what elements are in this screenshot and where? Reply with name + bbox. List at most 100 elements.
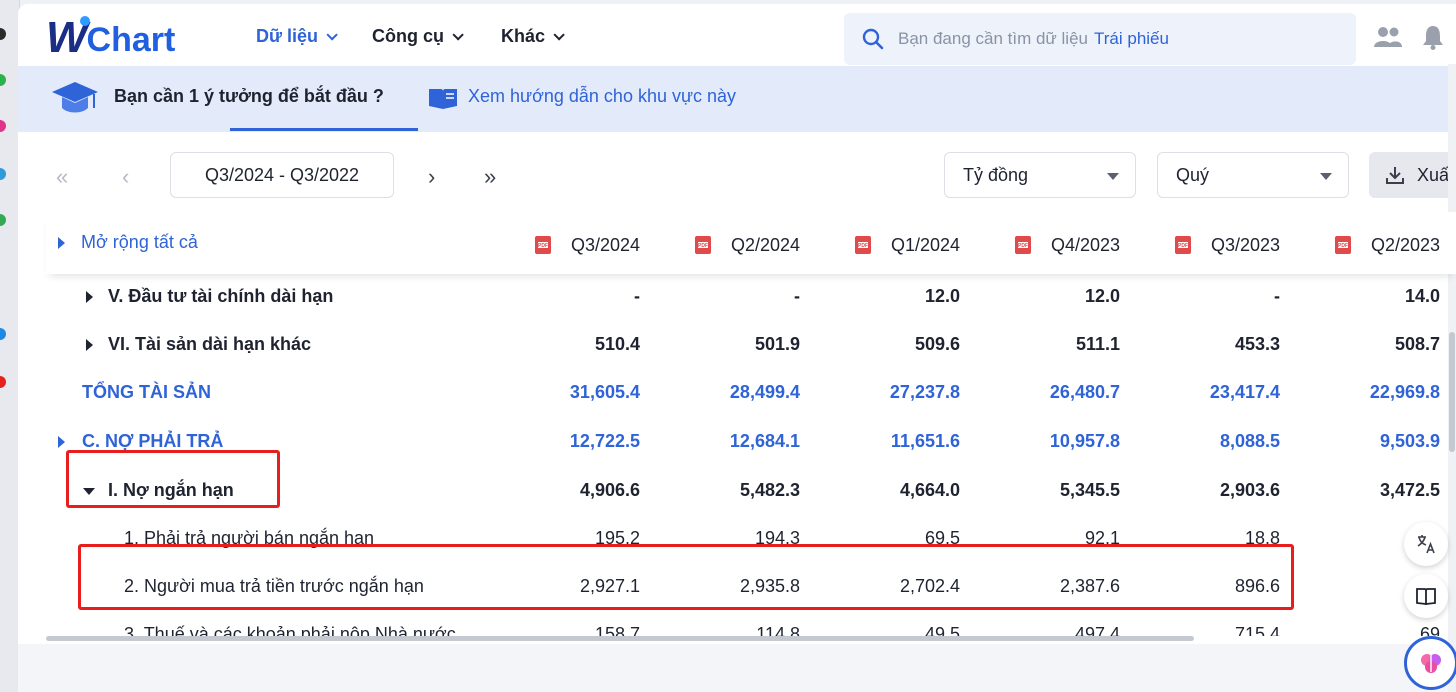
column-header[interactable]: PDF Q3/2023 [1140, 232, 1280, 258]
row-value: 12,722.5 [569, 431, 640, 451]
dock-app-icon[interactable] [0, 168, 6, 180]
pdf-icon[interactable]: PDF [1173, 235, 1193, 255]
reader-book-icon[interactable] [1404, 574, 1448, 618]
table-row[interactable]: VI. Tài sản dài hạn khác 510.4 501.9 509.6 5… [46, 322, 1456, 370]
row-label: VI. Tài sản dài hạn khác [108, 334, 312, 354]
export-button[interactable]: Xuất [1369, 152, 1456, 198]
row-label: 2. Người mua trả tiền trước ngắn hạn [124, 576, 424, 596]
row-label: 3. Thuế và các khoản phải nộp Nhà nước [124, 624, 456, 636]
horizontal-scrollbar[interactable] [46, 636, 1194, 641]
caret-down-icon [1107, 173, 1119, 180]
period-range-label: Q3/2024 - Q3/2022 [204, 164, 360, 185]
highlight-box-advances-from-customers [78, 544, 1294, 610]
row-value: 22,969.8 [1369, 382, 1440, 402]
svg-text:PDF: PDF [1338, 243, 1348, 249]
column-header-label: Q3/2024 [570, 234, 640, 255]
row-value: - [794, 286, 800, 306]
row-value: 5,482.3 [739, 480, 800, 500]
row-value: 92.1 [1084, 528, 1120, 548]
pdf-icon[interactable]: PDF [853, 235, 873, 255]
period-range-picker[interactable]: Q3/2024 - Q3/2022 [170, 152, 394, 198]
pdf-icon[interactable]: PDF [533, 235, 553, 255]
pdf-icon[interactable]: PDF [693, 235, 713, 255]
dock-app-icon[interactable] [0, 74, 6, 86]
guide-link[interactable]: Xem hướng dẫn cho khu vực này [468, 86, 737, 106]
column-header[interactable]: PDF Q2/2023 [1300, 232, 1440, 258]
nav-cong-cu[interactable]: Công cụ [372, 26, 464, 47]
column-header-label: Q1/2024 [890, 234, 960, 255]
users-icon[interactable] [1374, 26, 1402, 53]
row-value: 194.3 [754, 528, 800, 548]
row-value: 9,503.9 [1379, 431, 1440, 451]
row-value: 8,088.5 [1219, 431, 1280, 451]
row-value: 12.0 [924, 286, 960, 306]
row-value: 508.7 [1394, 334, 1440, 354]
column-header[interactable]: PDF Q2/2024 [660, 232, 800, 258]
row-label: 1. Phải trả người bán ngắn hạn [124, 528, 375, 548]
pdf-icon[interactable]: PDF [1013, 235, 1033, 255]
caret-right-icon [58, 236, 65, 249]
caret-down-icon[interactable] [83, 488, 95, 495]
svg-text:PDF: PDF [538, 243, 548, 249]
translate-icon[interactable] [1404, 522, 1448, 566]
column-header[interactable]: PDF Q1/2024 [820, 232, 960, 258]
first-page-icon[interactable]: « [56, 164, 69, 189]
nav-khac[interactable]: Khác [501, 26, 565, 47]
scrollbar-thumb[interactable] [1449, 332, 1455, 452]
row-value: 715.4 [1234, 624, 1280, 636]
caret-right-icon[interactable] [86, 339, 93, 351]
idea-prompt[interactable]: Bạn cần 1 ý tưởng để bắt đầu ? [114, 86, 384, 106]
caret-right-icon[interactable] [86, 291, 93, 303]
row-value: 69.5 [924, 528, 960, 548]
balance-sheet-table: V. Đầu tư tài chính dài hạn - - 12.0 12.0 - 14… [46, 274, 1456, 636]
dock-app-icon[interactable] [0, 120, 6, 132]
svg-text:PDF: PDF [1018, 243, 1028, 249]
graduation-cap-icon [50, 78, 100, 123]
row-value: 31,605.4 [569, 382, 640, 402]
table-row: TỔNG TÀI SẢN 31,605.4 28,499.4 27,237.8 26,4… [46, 370, 1456, 418]
dock-app-icon[interactable] [0, 28, 6, 40]
row-label: V. Đầu tư tài chính dài hạn [108, 286, 334, 306]
row-value: 27,237.8 [889, 382, 960, 402]
search-input[interactable]: Bạn đang cần tìm dữ liệu Trái phiếu [844, 13, 1356, 65]
row-value: 158.7 [594, 624, 640, 636]
caret-right-icon[interactable] [58, 436, 65, 448]
wichart-logo[interactable]: W Chart [46, 16, 175, 60]
row-label: C. NỢ PHẢI TRẢ [82, 431, 224, 451]
unit-select[interactable]: Tỷ đồng [944, 152, 1136, 198]
active-tab-underline [230, 128, 418, 131]
last-page-icon[interactable]: » [484, 164, 497, 189]
row-value: - [634, 286, 640, 306]
download-icon [1386, 167, 1404, 184]
table-header: Mở rộng tất cả PDF Q3/2024 PDF Q2/2024 PDF Q1… [46, 212, 1456, 274]
chevron-down-icon [326, 28, 338, 41]
bell-icon[interactable] [1422, 24, 1444, 55]
search-placeholder: Bạn đang cần tìm dữ liệu [898, 29, 1088, 48]
previous-page-icon[interactable]: ‹ [122, 164, 130, 189]
ai-assistant-icon[interactable] [1404, 636, 1456, 690]
table-row[interactable]: I. Nợ ngắn hạn 4,906.6 5,482.3 4,664.0 5,345… [46, 468, 1456, 516]
os-dock [0, 0, 20, 692]
row-value: 501.9 [754, 334, 800, 354]
table-row[interactable]: C. NỢ PHẢI TRẢ 12,722.5 12,684.1 11,651.6 10… [46, 419, 1456, 467]
frequency-select[interactable]: Quý [1157, 152, 1349, 198]
nav-label: Công cụ [372, 26, 444, 46]
footer-area [18, 644, 1456, 692]
pdf-icon[interactable]: PDF [1333, 235, 1353, 255]
column-header[interactable]: PDF Q3/2024 [500, 232, 640, 258]
column-header-label: Q4/2023 [1050, 234, 1120, 255]
row-value: 26,480.7 [1049, 382, 1120, 402]
column-header[interactable]: PDF Q4/2023 [980, 232, 1120, 258]
dock-app-icon[interactable] [0, 328, 6, 340]
table-row[interactable]: V. Đầu tư tài chính dài hạn - - 12.0 12.0 - 14… [46, 274, 1456, 322]
vertical-scrollbar[interactable] [1448, 64, 1456, 692]
row-value: 2,702.4 [899, 576, 960, 596]
dock-app-icon[interactable] [0, 214, 6, 226]
row-value: 18.8 [1244, 528, 1280, 548]
next-page-icon[interactable]: › [428, 164, 436, 189]
search-icon [862, 28, 884, 50]
logo-wordmark: Chart [86, 21, 176, 59]
expand-all-toggle[interactable]: Mở rộng tất cả [58, 232, 198, 253]
nav-du-lieu[interactable]: Dữ liệu [256, 26, 338, 47]
dock-app-icon[interactable] [0, 376, 6, 388]
